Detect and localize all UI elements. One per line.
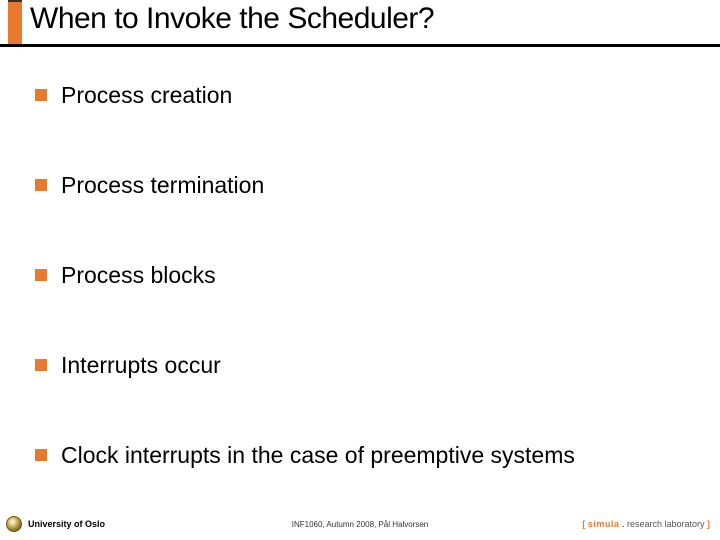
- footer-course-info: INF1060, Autumn 2008, Pål Halvorsen: [292, 520, 429, 529]
- bullet-icon: [35, 269, 47, 281]
- footer: University of Oslo INF1060, Autumn 2008,…: [0, 514, 720, 534]
- title-underline: [0, 44, 720, 47]
- bullet-icon: [35, 179, 47, 191]
- bullet-item: Process termination: [35, 171, 700, 201]
- bullet-icon: [35, 89, 47, 101]
- content-area: Process creation Process termination Pro…: [0, 36, 720, 470]
- footer-university: University of Oslo: [28, 519, 105, 529]
- bullet-item: Clock interrupts in the case of preempti…: [35, 441, 700, 471]
- dot-sep: .: [619, 519, 627, 529]
- bullet-text: Process termination: [61, 171, 264, 201]
- bullet-text: Clock interrupts in the case of preempti…: [61, 441, 575, 471]
- title-accent: [8, 0, 22, 44]
- university-seal-icon: [6, 516, 22, 532]
- bullet-text: Process blocks: [61, 261, 216, 291]
- lab-text: research laboratory: [627, 519, 705, 529]
- bullet-text: Interrupts occur: [61, 351, 221, 381]
- bullet-item: Process creation: [35, 81, 700, 111]
- bracket-close: ]: [705, 519, 711, 529]
- bullet-text: Process creation: [61, 81, 232, 111]
- bullet-icon: [35, 449, 47, 461]
- bullet-icon: [35, 359, 47, 371]
- bullet-item: Interrupts occur: [35, 351, 700, 381]
- slide-title: When to Invoke the Scheduler?: [30, 2, 720, 36]
- simula-text: simula: [588, 519, 620, 529]
- title-bar: When to Invoke the Scheduler?: [0, 0, 720, 36]
- bullet-item: Process blocks: [35, 261, 700, 291]
- footer-lab: [ simula . research laboratory ]: [582, 519, 710, 529]
